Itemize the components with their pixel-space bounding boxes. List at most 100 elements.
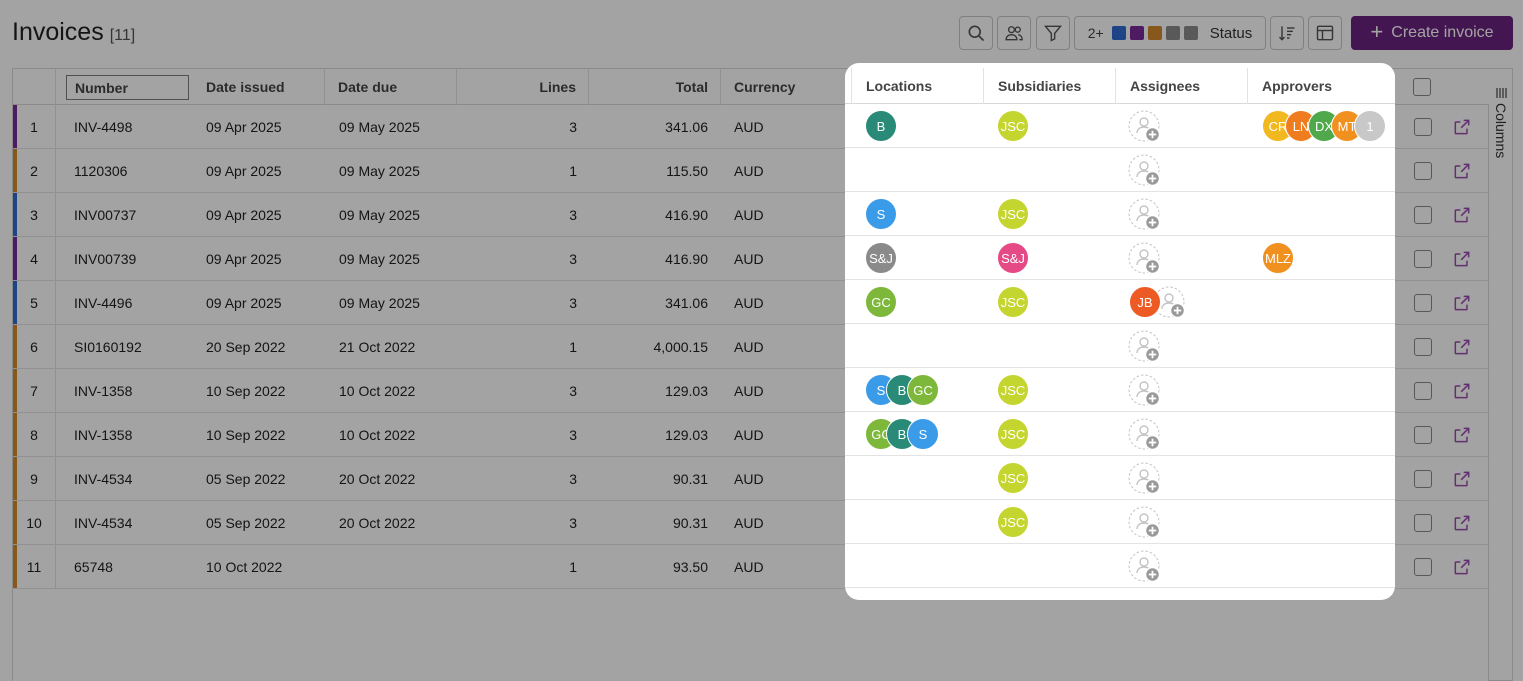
status-filter-button[interactable]: 2+ Status: [1074, 16, 1266, 50]
assignees-column-header[interactable]: Assignees: [1115, 68, 1247, 104]
open-invoice-link[interactable]: [1452, 237, 1472, 280]
location-avatar[interactable]: S&J: [865, 242, 897, 274]
add-user-icon: [1128, 550, 1161, 583]
subsidiary-avatar[interactable]: JSC: [997, 418, 1029, 450]
open-invoice-link[interactable]: [1452, 193, 1472, 236]
row-checkbox-wrap: [1414, 237, 1432, 280]
add-assignee-button[interactable]: [1128, 198, 1162, 232]
open-invoice-link[interactable]: [1452, 281, 1472, 324]
number-column-header[interactable]: Number: [66, 75, 189, 100]
location-avatar[interactable]: GC: [907, 374, 939, 406]
locations-column-header[interactable]: Locations: [851, 68, 983, 104]
table-row[interactable]: 6 SI0160192 20 Sep 2022 21 Oct 2022 1 4,000.1…: [13, 325, 1490, 369]
row-checkbox[interactable]: [1414, 513, 1432, 532]
add-assignee-button[interactable]: [1128, 550, 1162, 584]
table-row[interactable]: 9 INV-4534 05 Sep 2022 20 Oct 2022 3 90.31 AUD: [13, 457, 1490, 501]
select-all-checkbox[interactable]: [1413, 78, 1431, 96]
open-invoice-link[interactable]: [1452, 105, 1472, 148]
add-assignee-button[interactable]: [1128, 330, 1162, 364]
subsidiary-avatar[interactable]: JSC: [997, 506, 1029, 538]
subsidiary-avatar[interactable]: S&J: [997, 242, 1029, 274]
subsidiary-avatar[interactable]: JSC: [997, 462, 1029, 494]
open-invoice-link[interactable]: [1452, 369, 1472, 412]
date-issued-column-header[interactable]: Date issued: [194, 69, 325, 105]
create-invoice-button[interactable]: + Create invoice: [1351, 16, 1513, 50]
table-row[interactable]: 5 INV-4496 09 Apr 2025 09 May 2025 3 341.06 AU…: [13, 281, 1490, 325]
popup-row: [845, 148, 1395, 192]
open-external-icon: [1454, 119, 1470, 134]
table-row[interactable]: 8 INV-1358 10 Sep 2022 10 Oct 2022 3 129.03 AU…: [13, 413, 1490, 457]
row-checkbox[interactable]: [1414, 425, 1432, 444]
open-invoice-link[interactable]: [1452, 501, 1472, 544]
open-invoice-link[interactable]: [1452, 325, 1472, 368]
approvers-column-header[interactable]: Approvers: [1247, 68, 1393, 104]
row-checkbox[interactable]: [1414, 557, 1432, 576]
subsidiary-avatar[interactable]: JSC: [997, 374, 1029, 406]
table-row[interactable]: 3 INV00737 09 Apr 2025 09 May 2025 3 416.90 AU…: [13, 193, 1490, 237]
page-title: Invoices [11]: [12, 18, 135, 47]
row-checkbox[interactable]: [1414, 161, 1432, 180]
invoice-total: 129.03: [665, 382, 708, 399]
assignee-avatar[interactable]: JB: [1129, 286, 1161, 318]
add-assignee-button[interactable]: [1128, 462, 1162, 496]
add-user-icon: [1128, 154, 1161, 187]
filter-button[interactable]: [1036, 16, 1070, 50]
location-avatar[interactable]: GC: [865, 286, 897, 318]
row-checkbox[interactable]: [1414, 205, 1432, 224]
table-row[interactable]: 1 INV-4498 09 Apr 2025 09 May 2025 3 341.06 AU…: [13, 105, 1490, 149]
row-checkbox[interactable]: [1414, 293, 1432, 312]
lines-count: 3: [569, 250, 577, 267]
approver-avatar[interactable]: 1: [1354, 110, 1386, 142]
users-filter-button[interactable]: [997, 16, 1031, 50]
subsidiary-avatar[interactable]: JSC: [997, 286, 1029, 318]
date-due-column-header[interactable]: Date due: [325, 69, 457, 105]
add-assignee-button[interactable]: [1128, 418, 1162, 452]
open-invoice-link[interactable]: [1452, 413, 1472, 456]
status-color-bar: [13, 413, 17, 456]
location-avatar[interactable]: B: [865, 110, 897, 142]
search-button[interactable]: [959, 16, 993, 50]
location-avatar[interactable]: S: [865, 198, 897, 230]
open-invoice-link[interactable]: [1452, 545, 1472, 588]
location-avatar[interactable]: S: [907, 418, 939, 450]
columns-panel-tab[interactable]: Columns: [1489, 68, 1513, 681]
layout-button[interactable]: [1308, 16, 1342, 50]
row-checkbox[interactable]: [1414, 117, 1432, 136]
invoice-number: INV-4496: [74, 294, 133, 311]
row-checkbox-wrap: [1414, 501, 1432, 544]
table-row[interactable]: 10 INV-4534 05 Sep 2022 20 Oct 2022 3 90.31 AU…: [13, 501, 1490, 545]
columns-icon: [1496, 88, 1507, 98]
sort-button[interactable]: [1270, 16, 1304, 50]
currency-column-header[interactable]: Currency: [721, 69, 851, 105]
subsidiary-avatar-group: JSC: [997, 110, 1029, 142]
add-assignee-button[interactable]: [1128, 154, 1162, 188]
invoice-total: 416.90: [665, 250, 708, 267]
table-row[interactable]: 4 INV00739 09 Apr 2025 09 May 2025 3 416.90 AU…: [13, 237, 1490, 281]
subsidiary-avatar[interactable]: JSC: [997, 110, 1029, 142]
open-invoice-link[interactable]: [1452, 149, 1472, 192]
table-row[interactable]: 11 65748 10 Oct 2022 1 93.50 AUD: [13, 545, 1490, 589]
open-invoice-link[interactable]: [1452, 457, 1472, 500]
row-checkbox[interactable]: [1414, 381, 1432, 400]
add-assignee-button[interactable]: [1153, 286, 1187, 320]
row-checkbox[interactable]: [1414, 249, 1432, 268]
add-assignee-button[interactable]: [1128, 110, 1162, 144]
invoice-currency: AUD: [734, 250, 764, 267]
total-column-header[interactable]: Total: [589, 69, 721, 105]
row-checkbox[interactable]: [1414, 337, 1432, 356]
row-checkbox[interactable]: [1414, 469, 1432, 488]
status-color-swatch: [1165, 26, 1180, 40]
lines-column-header[interactable]: Lines: [457, 69, 589, 105]
add-assignee-button[interactable]: [1128, 374, 1162, 408]
date-due: 09 May 2025: [339, 206, 420, 223]
table-row[interactable]: 2 1120306 09 Apr 2025 09 May 2025 1 115.50 AUD: [13, 149, 1490, 193]
date-issued: 05 Sep 2022: [206, 514, 286, 531]
approver-avatar[interactable]: MLZ: [1262, 242, 1294, 274]
open-external-icon: [1454, 207, 1470, 222]
subsidiaries-column-header[interactable]: Subsidiaries: [983, 68, 1115, 104]
subsidiary-avatar[interactable]: JSC: [997, 198, 1029, 230]
table-row[interactable]: 7 INV-1358 10 Sep 2022 10 Oct 2022 3 129.03 AU…: [13, 369, 1490, 413]
page-title-text: Invoices: [12, 18, 104, 46]
add-assignee-button[interactable]: [1128, 242, 1162, 276]
add-assignee-button[interactable]: [1128, 506, 1162, 540]
